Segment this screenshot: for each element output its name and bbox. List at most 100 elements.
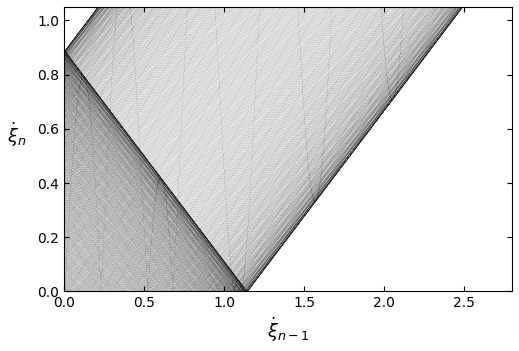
Point [357,127,365,133]
Point [95,211,104,216]
Point [79,249,87,255]
Point [84,98,92,103]
Point [167,127,175,133]
Point [209,119,217,124]
Point [184,251,193,256]
Point [111,26,119,32]
Point [416,21,424,27]
Point [247,282,255,288]
Point [143,192,152,197]
Point [244,214,252,219]
Point [139,179,147,184]
Point [293,221,301,227]
Point [124,192,132,198]
Point [63,134,72,139]
Point [90,181,98,186]
Point [82,106,90,112]
Point [188,220,197,226]
Point [254,208,263,214]
Point [131,275,139,280]
Point [212,27,220,33]
Point [254,189,262,194]
Point [188,266,197,272]
Point [435,15,443,20]
Point [237,258,245,264]
Point [303,200,311,206]
Point [111,265,119,270]
Point [127,51,135,57]
Point [182,264,190,269]
Point [78,83,87,89]
Point [229,272,238,277]
Point [125,143,133,148]
Point [72,214,80,220]
Point [413,55,421,61]
Point [78,169,86,175]
Point [106,133,114,138]
Point [381,101,390,107]
Point [118,258,127,264]
Point [92,5,101,11]
Point [143,170,151,176]
Point [228,273,237,278]
Point [210,182,218,187]
Point [132,146,141,151]
Point [311,88,319,94]
Point [104,105,112,111]
Point [186,34,194,40]
Point [277,242,285,248]
Point [270,62,279,67]
Point [418,54,427,60]
Point [223,273,231,278]
Point [91,187,100,193]
Point [143,98,152,104]
Point [150,6,158,11]
Point [66,152,74,158]
Point [448,14,457,19]
Point [149,228,158,233]
Point [110,250,118,256]
Point [359,124,367,130]
Point [124,217,132,223]
Point [129,155,137,161]
Point [61,253,70,259]
Point [303,193,311,199]
Point [152,99,160,104]
Point [125,216,133,221]
Point [221,260,229,265]
Point [324,180,332,186]
Point [86,115,94,121]
Point [359,94,367,99]
Point [254,267,262,273]
Point [141,16,149,22]
Point [430,32,439,37]
Point [84,181,92,187]
Point [272,127,281,133]
Point [231,7,240,12]
Point [137,150,145,155]
Point [69,245,77,251]
Point [161,163,170,168]
Point [200,228,208,233]
Point [94,129,102,135]
Point [175,94,184,99]
Point [433,36,442,41]
Point [155,180,163,186]
Point [76,282,84,287]
Point [99,104,107,110]
Point [229,37,238,42]
Point [198,133,206,138]
Point [315,183,323,189]
Point [125,57,133,62]
Point [85,141,93,146]
Point [149,106,157,112]
Point [179,239,187,245]
Point [166,190,174,196]
Point [304,193,312,198]
Point [92,32,101,38]
Point [129,240,137,246]
Point [92,107,101,113]
Point [123,37,131,43]
Point [142,186,150,192]
Point [108,122,116,127]
